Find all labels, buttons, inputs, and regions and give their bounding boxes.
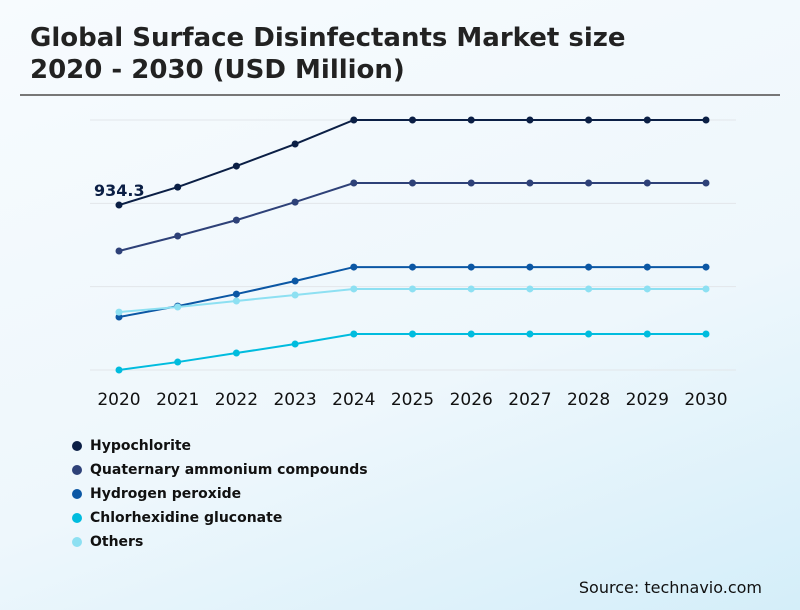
data-point [174,303,182,311]
data-point [350,285,358,293]
data-point [409,116,416,124]
data-point [702,330,710,338]
legend-label: Hypochlorite [90,438,192,454]
legend-item: Hydrogen peroxide [72,482,368,506]
data-point [585,330,593,338]
data-point [526,179,534,187]
data-point [350,179,358,187]
data-point [174,358,182,366]
data-point [526,285,534,293]
data-point [702,116,710,124]
data-point [585,285,593,293]
legend-item: Hypochlorite [72,434,368,458]
data-point [643,179,651,187]
legend-label: Quaternary ammonium compounds [90,462,368,478]
data-point [291,277,299,285]
data-point [350,116,358,124]
data-point [526,263,534,271]
data-point [350,330,358,338]
legend-label: Others [90,534,144,550]
data-point [174,183,182,191]
legend-item: Others [72,530,368,554]
data-point [702,179,710,187]
x-tick-label: 2028 [567,390,610,410]
data-point [467,263,475,271]
x-tick-label: 2027 [508,390,551,410]
data-point [232,297,240,305]
source-note: Source: technavio.com [578,578,762,597]
legend-marker-icon [72,465,82,475]
data-point [115,247,123,255]
data-point [291,198,299,206]
title-divider [20,94,780,96]
data-point [702,263,710,271]
data-point [467,285,475,293]
legend-item: Chlorhexidine gluconate [72,506,368,530]
title-line-2: 2020 - 2030 (USD Million) [30,55,405,85]
data-point [115,313,123,321]
x-tick-label: 2021 [156,390,199,410]
legend-marker-icon [72,489,82,499]
legend-label: Hydrogen peroxide [90,486,242,502]
data-point [115,366,123,374]
data-point [467,330,475,338]
chart-title: Global Surface Disinfectants Market size… [30,22,626,86]
data-point [291,140,299,148]
data-point [291,291,299,299]
x-tick-label: 2030 [684,390,727,410]
data-point [232,216,240,224]
data-point [115,201,123,209]
legend-marker-icon [72,441,82,451]
data-point [467,179,475,187]
data-point [585,179,593,187]
series-line-0 [118,119,706,207]
data-point [291,340,299,348]
title-line-1: Global Surface Disinfectants Market size [30,23,626,53]
x-tick-label: 2025 [391,390,434,410]
data-point [585,263,593,271]
data-point [174,232,182,240]
data-point [643,263,651,271]
x-tick-label: 2024 [332,390,375,410]
data-point [643,330,651,338]
legend-marker-icon [72,537,82,547]
data-point [702,285,710,293]
series-line-1 [118,182,706,252]
data-point [643,116,651,124]
x-tick-label: 2029 [626,390,669,410]
data-label: 934.3 [94,181,145,200]
data-point [409,285,416,293]
data-point [467,116,475,124]
data-point [409,179,416,187]
data-point [409,330,416,338]
x-tick-label: 2022 [215,390,258,410]
series-line-3 [118,332,706,371]
data-point [409,263,416,271]
data-point [350,263,358,271]
data-point [232,349,240,357]
legend-label: Chlorhexidine gluconate [90,510,283,526]
data-point [232,290,240,298]
data-point [232,162,240,170]
data-point [526,116,534,124]
legend-item: Quaternary ammonium compounds [72,458,368,482]
data-point [643,285,651,293]
data-point [526,330,534,338]
x-tick-label: 2026 [450,390,493,410]
x-tick-label: 2023 [273,390,316,410]
legend-marker-icon [72,513,82,523]
data-point [585,116,593,124]
line-chart: 2020 2021 2022 2023 2024 2025 2026 2027 2028 2029… [90,116,736,410]
legend: Hypochlorite Quaternary ammonium compound… [72,434,368,554]
data-point [115,308,123,316]
x-tick-label: 2020 [97,390,140,410]
